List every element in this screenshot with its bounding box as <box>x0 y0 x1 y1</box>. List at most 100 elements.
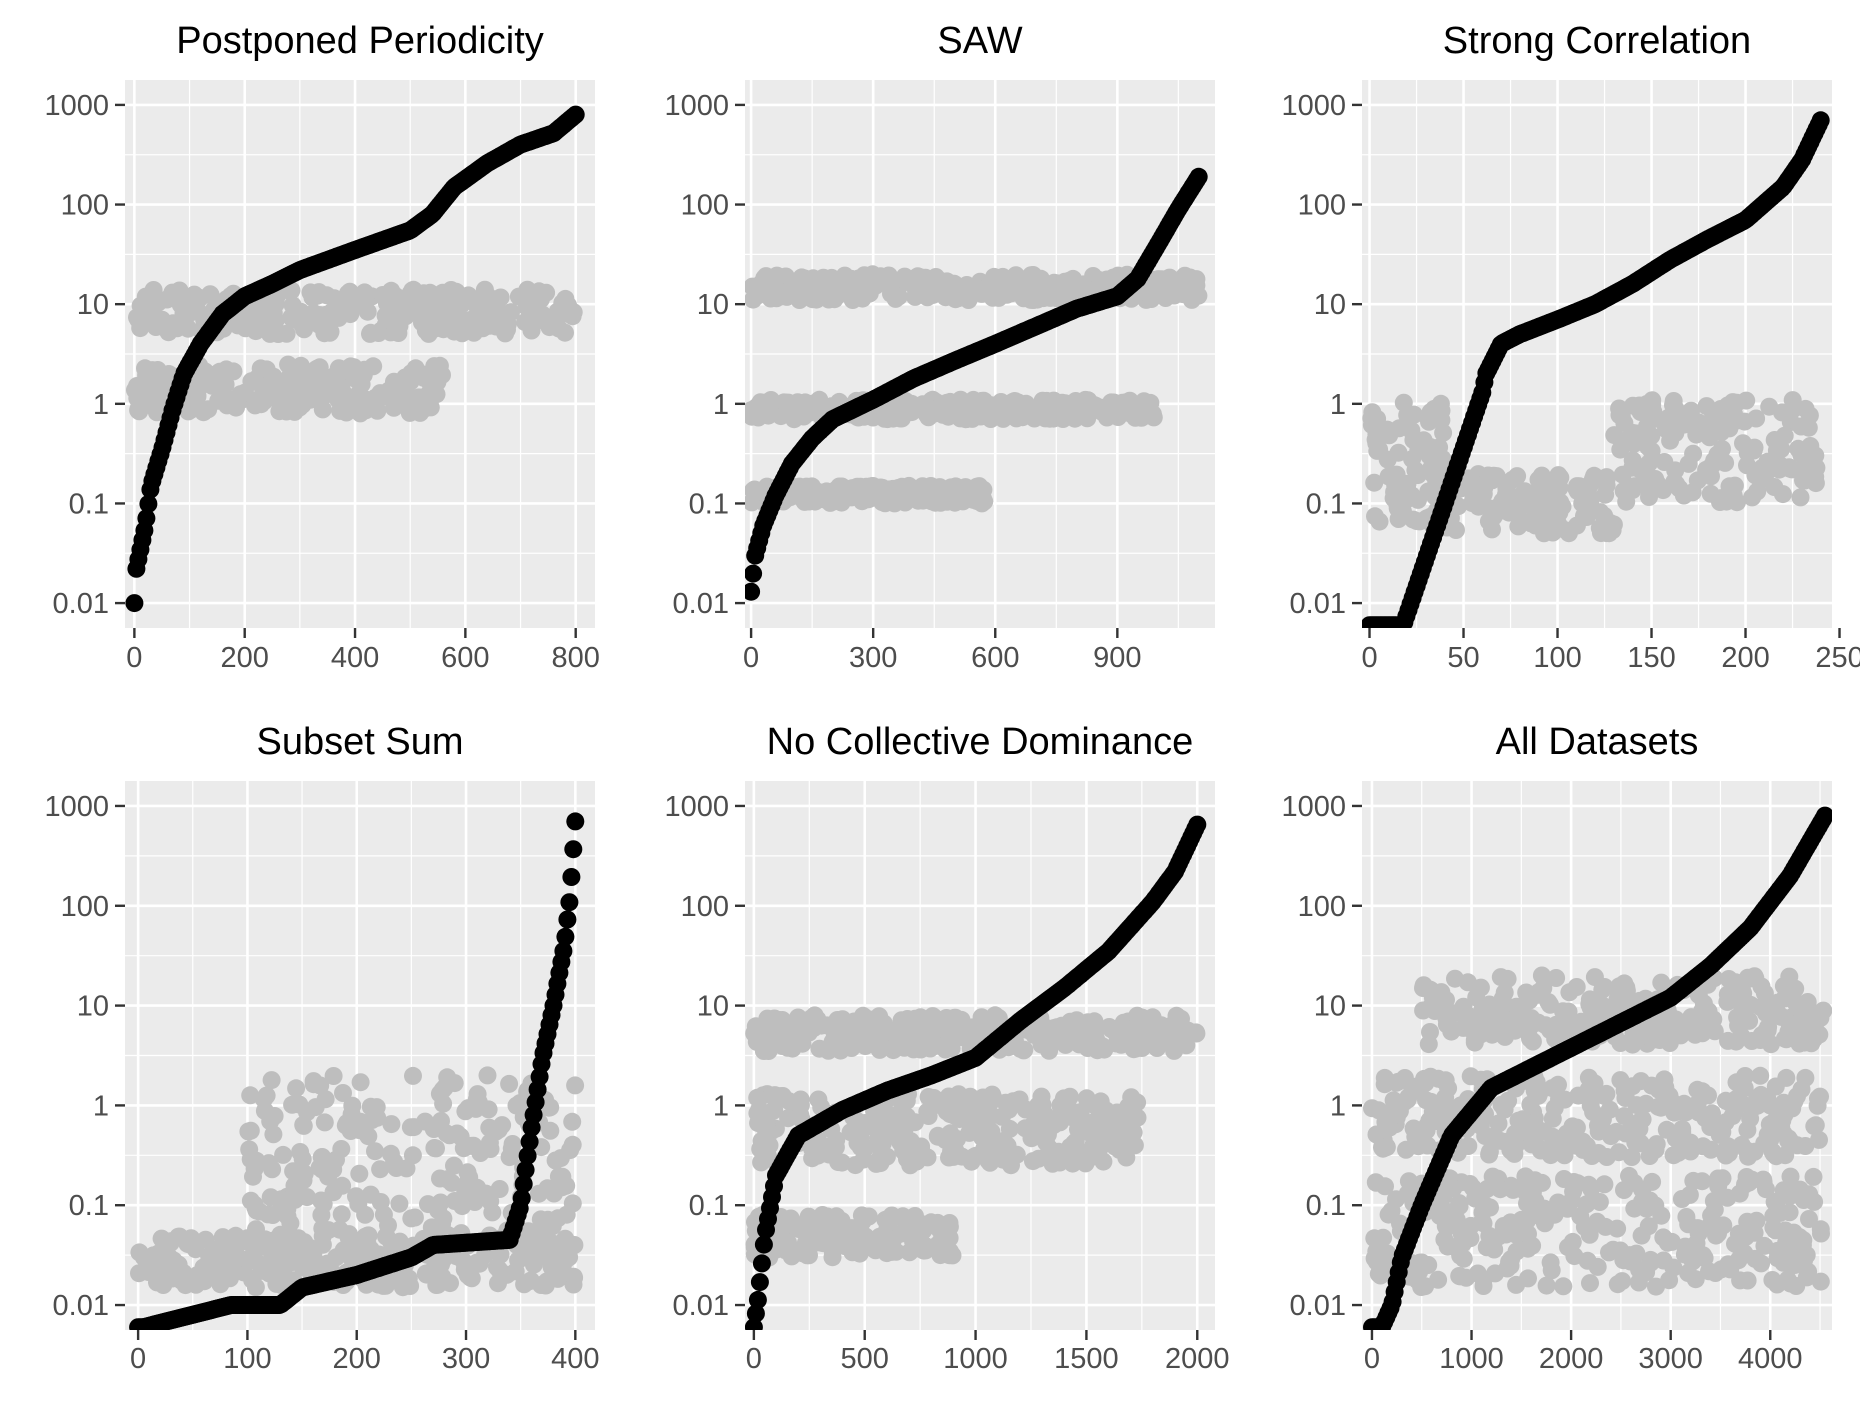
gray-point <box>820 1145 839 1164</box>
gray-point <box>1806 1006 1825 1025</box>
gray-point <box>566 1076 585 1095</box>
gray-point <box>1732 980 1751 999</box>
gray-point <box>805 490 824 509</box>
gray-point <box>358 302 377 321</box>
y-tick-label: 0.01 <box>673 588 729 620</box>
gray-point <box>247 373 266 391</box>
x-axis: 0 100 200 300 400 <box>130 1330 600 1375</box>
gray-point <box>1100 1018 1119 1036</box>
gray-point <box>1432 401 1451 420</box>
gray-point <box>332 1205 351 1224</box>
gray-point <box>1091 1092 1110 1111</box>
gray-point <box>846 1156 865 1175</box>
gray-point <box>870 1040 889 1059</box>
gray-point <box>1627 1244 1646 1263</box>
gray-point <box>327 292 346 311</box>
gray-point <box>1794 1191 1813 1209</box>
gray-point <box>1808 1096 1827 1115</box>
y-tick-label: 1 <box>93 1090 109 1122</box>
gray-point <box>897 1107 916 1126</box>
gray-point <box>1672 1190 1691 1208</box>
gray-point <box>563 1112 582 1131</box>
gray-point <box>1516 1167 1535 1186</box>
gray-point <box>1595 506 1614 525</box>
gray-point <box>1669 1102 1688 1121</box>
gray-point <box>936 281 955 300</box>
gray-point <box>419 1195 437 1214</box>
gray-point <box>460 1168 479 1187</box>
gray-point <box>967 490 986 509</box>
gray-point <box>146 1256 165 1275</box>
gray-point <box>1779 1022 1798 1041</box>
gray-point <box>322 305 341 324</box>
gray-point <box>761 403 780 422</box>
gray-point <box>909 397 928 416</box>
x-tick-label: 0 <box>130 1343 146 1375</box>
gray-point <box>1684 444 1703 463</box>
black-point <box>512 1189 531 1208</box>
gray-point <box>214 1250 233 1269</box>
black-point <box>1188 815 1207 834</box>
gray-point <box>791 1090 810 1109</box>
gray-point <box>1688 1011 1707 1030</box>
gray-point <box>333 1176 352 1195</box>
gray-point <box>445 1192 464 1210</box>
gray-point <box>1052 1016 1071 1035</box>
gray-point <box>1681 1133 1700 1152</box>
gray-point <box>1752 1254 1771 1273</box>
gray-point <box>1061 282 1079 301</box>
gray-point <box>1533 1173 1551 1192</box>
gray-point <box>1423 988 1442 1007</box>
gray-point <box>853 289 872 308</box>
gray-point <box>1578 1251 1597 1270</box>
gray-point <box>1471 978 1490 997</box>
gray-point <box>906 287 925 306</box>
gray-point <box>1518 1239 1537 1258</box>
gray-point <box>1535 1199 1554 1218</box>
gray-point <box>548 302 567 321</box>
gray-point <box>936 403 955 422</box>
gray-point <box>1601 1000 1620 1019</box>
gray-point <box>553 1167 572 1186</box>
y-tick-label: 100 <box>1298 190 1346 222</box>
gray-point <box>1664 1146 1683 1165</box>
gray-point <box>773 1029 792 1048</box>
gray-point <box>1687 1234 1706 1253</box>
gray-point <box>1589 1116 1607 1135</box>
gray-point <box>994 1140 1012 1158</box>
gray-point <box>1069 1120 1087 1139</box>
gray-point <box>433 283 452 302</box>
gray-point <box>1743 1170 1762 1189</box>
gray-point <box>986 1006 1005 1025</box>
gray-point <box>1375 1075 1394 1094</box>
black-point <box>745 564 763 583</box>
gray-point <box>996 1093 1015 1112</box>
gray-point <box>1120 1029 1139 1048</box>
black-point <box>137 509 156 528</box>
y-tick-label: 10 <box>77 991 109 1023</box>
gray-point <box>278 1207 297 1226</box>
gray-point <box>1038 1125 1057 1144</box>
gray-point <box>1630 396 1649 415</box>
y-tick-label: 10 <box>77 289 109 321</box>
gray-point <box>445 1156 463 1175</box>
gray-point <box>1429 1270 1448 1289</box>
gray-point <box>1474 1270 1493 1289</box>
x-tick-label: 0 <box>746 1343 762 1375</box>
y-tick-label: 0.1 <box>69 1190 109 1222</box>
gray-point <box>1495 1100 1514 1119</box>
gray-point <box>1529 1086 1548 1105</box>
gray-point <box>1483 1167 1502 1186</box>
gray-point <box>951 390 970 409</box>
gray-point <box>382 1233 401 1252</box>
y-tick-label: 1000 <box>664 90 729 122</box>
gray-point <box>1461 1067 1480 1086</box>
x-tick-label: 1500 <box>1054 1343 1119 1375</box>
gray-point <box>488 1258 506 1277</box>
panel-title: No Collective Dominance <box>767 721 1194 763</box>
gray-point <box>950 490 969 508</box>
x-tick-label: 0 <box>743 642 759 674</box>
y-tick-label: 10 <box>697 991 729 1023</box>
gray-point <box>487 1122 506 1141</box>
gray-point <box>1491 1131 1509 1150</box>
